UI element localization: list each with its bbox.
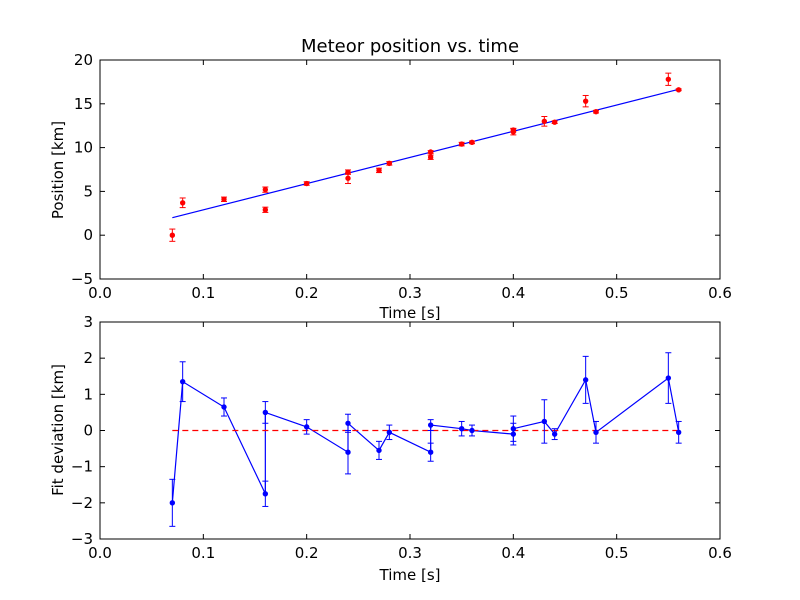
position-point bbox=[582, 98, 589, 104]
position-point bbox=[386, 160, 393, 167]
position-point bbox=[510, 127, 517, 133]
deviation-point bbox=[221, 404, 227, 410]
deviation-panel: 0.0 0.1 0.2 0.3 0.4 0.5 0.6 −3 −2 −1 0 1 2 3 Time [s]… bbox=[49, 313, 732, 584]
y-tick-label: 1 bbox=[83, 385, 93, 403]
deviation-line bbox=[171, 377, 680, 503]
position-point bbox=[376, 167, 382, 174]
x-tick-label: 0.4 bbox=[501, 284, 525, 302]
position-point bbox=[593, 108, 599, 115]
y-tick-label: −3 bbox=[71, 530, 93, 548]
position-point bbox=[551, 119, 558, 125]
x-tick-label: 0.2 bbox=[295, 284, 319, 302]
deviation-point bbox=[262, 491, 269, 497]
x-tick-label: 0.3 bbox=[398, 544, 422, 562]
y-tick-label: −2 bbox=[71, 494, 93, 512]
position-point bbox=[221, 196, 227, 202]
y-tick-label: 0 bbox=[83, 422, 93, 440]
deviation-axes: 0.0 0.1 0.2 0.3 0.4 0.5 0.6 −3 −2 −1 0 1 2 3 bbox=[71, 313, 732, 562]
deviation-point bbox=[458, 425, 465, 432]
deviation-point bbox=[665, 375, 672, 381]
deviation-point bbox=[510, 425, 517, 432]
deviation-point bbox=[551, 431, 558, 437]
position-point bbox=[458, 141, 465, 147]
position-axes: 0.0 0.1 0.2 0.3 0.4 0.5 0.6 −5 0 5 10 15 20 bbox=[71, 51, 732, 302]
position-x-axis-label: Time [s] bbox=[379, 304, 441, 322]
x-tick-label: 0.3 bbox=[398, 284, 422, 302]
deviation-point bbox=[262, 409, 269, 416]
deviation-point bbox=[345, 449, 351, 455]
y-tick-label: 15 bbox=[74, 95, 93, 113]
deviation-point bbox=[582, 377, 589, 383]
x-tick-label: 0.0 bbox=[88, 544, 112, 562]
deviation-point bbox=[469, 427, 475, 434]
position-plot-frame bbox=[99, 59, 721, 280]
x-tick-label: 0.4 bbox=[501, 544, 525, 562]
position-point bbox=[427, 154, 434, 160]
position-point bbox=[262, 207, 269, 213]
position-point bbox=[665, 76, 672, 82]
deviation-point bbox=[541, 418, 548, 425]
deviation-point bbox=[386, 429, 393, 436]
position-point bbox=[427, 149, 434, 155]
deviation-point bbox=[427, 449, 434, 455]
deviation-point bbox=[427, 422, 434, 428]
deviation-x-axis-label: Time [s] bbox=[379, 566, 441, 584]
deviation-y-axis-label: Fit deviation [km] bbox=[49, 364, 67, 496]
position-point bbox=[169, 232, 176, 238]
x-tick-label: 0.1 bbox=[191, 544, 215, 562]
position-point bbox=[469, 139, 475, 146]
deviation-point bbox=[169, 500, 176, 506]
y-tick-label: 3 bbox=[83, 313, 93, 331]
deviation-point bbox=[179, 378, 186, 385]
deviation-point bbox=[593, 429, 599, 436]
chart-title: Meteor position vs. time bbox=[301, 36, 519, 57]
position-point bbox=[675, 87, 682, 93]
fit-line bbox=[172, 88, 679, 219]
x-tick-label: 0.5 bbox=[605, 544, 629, 562]
x-tick-label: 0.2 bbox=[295, 544, 319, 562]
deviation-point bbox=[303, 424, 310, 430]
x-tick-label: 0.5 bbox=[605, 284, 629, 302]
x-tick-label: 0.0 bbox=[88, 284, 112, 302]
position-point bbox=[262, 186, 269, 193]
position-point bbox=[345, 175, 351, 181]
y-tick-label: 10 bbox=[74, 139, 93, 157]
position-panel: 0.0 0.1 0.2 0.3 0.4 0.5 0.6 −5 0 5 10 15 20 Time [s]… bbox=[49, 51, 732, 322]
position-point bbox=[303, 180, 310, 187]
y-tick-label: 0 bbox=[83, 226, 93, 244]
y-tick-label: −1 bbox=[71, 458, 93, 476]
position-point bbox=[179, 200, 186, 206]
y-tick-label: −5 bbox=[71, 270, 93, 288]
y-tick-label: 20 bbox=[74, 51, 93, 69]
deviation-point bbox=[376, 447, 382, 454]
deviation-point bbox=[675, 429, 682, 436]
x-tick-label: 0.1 bbox=[191, 284, 215, 302]
position-point bbox=[541, 118, 548, 125]
position-plot-area bbox=[169, 72, 682, 242]
x-tick-label: 0.6 bbox=[708, 284, 732, 302]
deviation-point bbox=[345, 420, 351, 426]
position-point bbox=[345, 169, 351, 175]
position-y-axis-label: Position [km] bbox=[49, 121, 67, 219]
x-tick-label: 0.6 bbox=[708, 544, 732, 562]
y-tick-label: 2 bbox=[83, 349, 93, 367]
deviation-plot-area bbox=[169, 352, 682, 527]
y-tick-label: 5 bbox=[83, 182, 93, 200]
